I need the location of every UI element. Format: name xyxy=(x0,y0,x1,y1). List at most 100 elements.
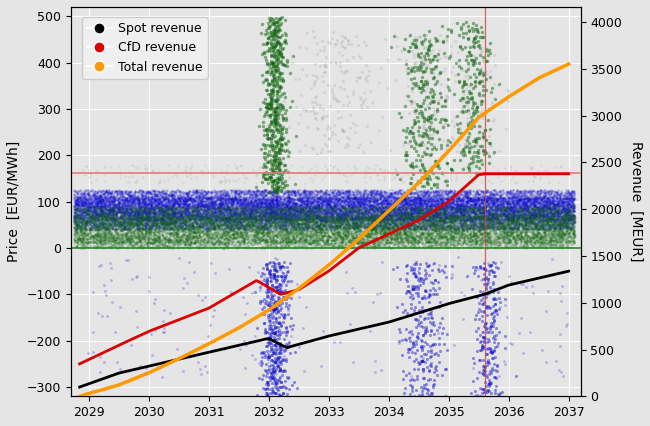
Point xyxy=(94,207,105,214)
Point xyxy=(211,217,222,224)
Point xyxy=(102,207,112,214)
Point xyxy=(133,214,143,221)
Point xyxy=(70,213,80,220)
Point xyxy=(261,223,272,230)
Point xyxy=(358,215,369,222)
Point xyxy=(400,210,410,217)
Point xyxy=(110,169,120,176)
Point xyxy=(305,208,315,215)
Point xyxy=(471,190,482,197)
Point xyxy=(335,224,345,230)
Point xyxy=(361,242,372,248)
Point xyxy=(111,203,121,210)
Point xyxy=(269,231,280,238)
Point xyxy=(239,235,250,242)
Point xyxy=(436,210,447,217)
Point xyxy=(377,210,387,217)
Point xyxy=(98,237,109,244)
Point xyxy=(560,205,571,212)
Point xyxy=(436,220,447,227)
Point xyxy=(445,216,456,222)
Point xyxy=(161,199,171,206)
Point xyxy=(108,212,118,219)
Point xyxy=(335,239,346,246)
Point xyxy=(175,200,185,207)
Point xyxy=(547,206,557,213)
Point xyxy=(289,214,300,221)
Point xyxy=(506,218,516,225)
Point xyxy=(302,195,313,201)
Point xyxy=(151,197,162,204)
Point xyxy=(417,225,427,232)
Point xyxy=(181,196,191,203)
Point xyxy=(521,215,532,222)
Point xyxy=(163,221,174,228)
Point xyxy=(241,236,252,243)
Point xyxy=(558,239,569,246)
Point xyxy=(540,210,551,217)
Point xyxy=(288,226,298,233)
Point xyxy=(554,205,564,212)
Point xyxy=(210,191,220,198)
Point xyxy=(293,197,304,204)
Point xyxy=(471,214,481,221)
Point xyxy=(228,237,239,244)
Point xyxy=(272,198,283,204)
Point xyxy=(493,203,504,210)
Point xyxy=(489,207,499,213)
Point xyxy=(378,217,389,224)
Point xyxy=(386,245,396,251)
Point xyxy=(514,197,524,204)
Point xyxy=(128,204,138,210)
Point xyxy=(389,242,399,248)
Point xyxy=(524,233,534,239)
Point xyxy=(552,208,562,215)
Point xyxy=(467,236,478,243)
Point xyxy=(212,204,222,211)
Point xyxy=(488,204,498,210)
Point xyxy=(236,232,246,239)
Point xyxy=(308,211,318,218)
Point xyxy=(112,207,122,214)
Point xyxy=(90,231,100,238)
Point xyxy=(523,205,534,212)
Point xyxy=(351,189,361,196)
Point xyxy=(476,206,486,213)
Point xyxy=(265,235,276,242)
Point xyxy=(315,216,325,223)
Point xyxy=(76,219,86,226)
Point xyxy=(267,337,278,344)
Point xyxy=(496,223,506,230)
Point xyxy=(301,210,311,217)
Point xyxy=(183,226,193,233)
Point xyxy=(251,216,261,223)
Point xyxy=(523,198,533,205)
Point xyxy=(462,52,472,59)
Point xyxy=(272,363,282,370)
Point xyxy=(363,226,374,233)
Point xyxy=(348,205,358,212)
Point xyxy=(269,216,280,222)
Point xyxy=(421,224,432,231)
Point xyxy=(510,213,521,220)
Point xyxy=(330,225,341,232)
Point xyxy=(361,232,372,239)
Point xyxy=(161,219,172,226)
Point xyxy=(411,212,422,219)
Point xyxy=(432,213,442,220)
Point xyxy=(383,213,393,220)
Point xyxy=(350,225,361,231)
Point xyxy=(361,242,372,249)
Point xyxy=(206,231,216,238)
Point xyxy=(235,215,246,222)
Point xyxy=(284,223,294,230)
Point xyxy=(479,323,489,330)
Point xyxy=(423,228,434,235)
Point xyxy=(283,196,294,203)
Point xyxy=(430,116,440,123)
Point xyxy=(443,238,453,245)
Point xyxy=(417,183,427,190)
Point xyxy=(166,214,177,221)
Point xyxy=(112,222,122,229)
Point xyxy=(348,213,359,220)
